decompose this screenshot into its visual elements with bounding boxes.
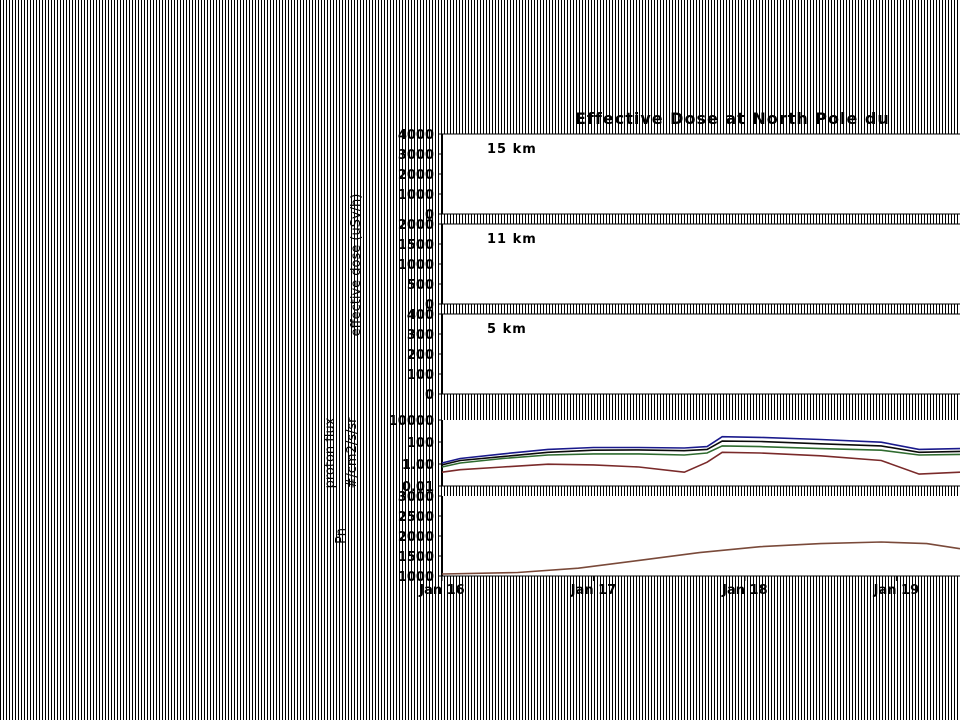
y-tick-label: 1000	[398, 258, 434, 273]
x-tick-label: Jan 17	[570, 583, 616, 598]
y-tick-label: 2000	[398, 168, 434, 183]
y-tick-label: 100	[407, 436, 434, 451]
series-line-3	[441, 445, 960, 468]
panel-1: 4000 3000 2000 1000 0 15 km	[398, 128, 960, 223]
y-tick-label: 300	[407, 328, 434, 343]
y-tick-label: 400	[407, 308, 434, 323]
y-tick-label: 2500	[398, 510, 434, 525]
series-line-1	[441, 435, 960, 464]
x-axis-ticks: Jan 16 Jan 17 Jan 18 Jan 19	[418, 576, 919, 598]
panel-background	[442, 314, 960, 394]
panel-3: 400 300 200 100 0 5 km	[407, 308, 960, 403]
y-tick-label: 500	[407, 278, 434, 293]
y-tick-label: 4000	[398, 128, 434, 143]
y-tick-label: 200	[407, 348, 434, 363]
x-tick-label: Jan 16	[418, 583, 464, 598]
panel-label: 11 km	[487, 232, 537, 247]
y-tick-label: 0.01	[402, 480, 434, 495]
panel-background	[442, 496, 960, 576]
y-tick-label: 0	[425, 208, 434, 223]
y-tick-label: 0	[425, 298, 434, 313]
series-line-1	[441, 541, 960, 575]
y-tick-label: 1500	[398, 238, 434, 253]
y-tick-label: 1000	[398, 188, 434, 203]
chart-title: Effective Dose at North Pole du	[575, 109, 890, 128]
panel-label: 15 km	[487, 142, 537, 157]
y-axis-label: effective dose (uSv/h)	[349, 194, 364, 337]
panel-2: 2000 1500 1000 500 0 11 km	[398, 218, 960, 313]
y-tick-label: 3000	[398, 148, 434, 163]
y-tick-label: 1500	[398, 550, 434, 565]
y-tick-label: 1.00	[402, 458, 434, 473]
panel-background	[442, 224, 960, 304]
y-tick-label: 2000	[398, 218, 434, 233]
panel-y-label: proton flux	[323, 417, 338, 488]
y-tick-label: 1000	[398, 570, 434, 585]
panel-background	[442, 134, 960, 214]
y-tick-label: 100	[407, 368, 434, 383]
y-tick-label: 2000	[398, 530, 434, 545]
x-tick-label: Jan 18	[721, 583, 767, 598]
series-line-2	[441, 440, 960, 466]
y-tick-label: 0	[425, 388, 434, 403]
series-line-4	[441, 451, 960, 475]
y-tick-label: 3000	[398, 490, 434, 505]
y-tick-label: 10000	[389, 414, 434, 429]
panel-label: 5 km	[487, 322, 527, 337]
panel-4: 10000 100 1.00 0.01 proton flux #/cm2/s/sr	[323, 414, 960, 495]
x-tick-label: Jan 19	[873, 583, 919, 598]
panel-y-label: #/cm2/s/sr	[345, 417, 360, 489]
panel-y-label: Pn	[334, 528, 349, 544]
panel-5: 3000 2500 2000 1500 1000 Pn	[334, 490, 960, 585]
